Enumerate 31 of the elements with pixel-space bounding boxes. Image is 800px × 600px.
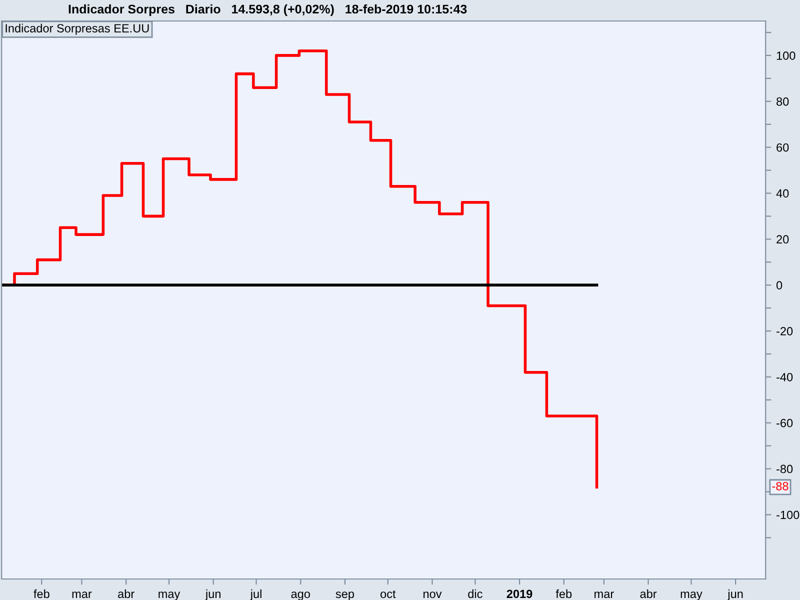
y-tick-label: 80 bbox=[776, 97, 789, 106]
y-tick-label: -20 bbox=[776, 327, 793, 336]
x-tick-label: ago bbox=[291, 592, 310, 600]
y-tick-label: -60 bbox=[776, 418, 793, 428]
x-tick-label: mar bbox=[594, 592, 614, 598]
y-tick-label: 20 bbox=[776, 235, 789, 244]
x-tick-label: jun bbox=[727, 589, 743, 600]
x-tick-label: feb bbox=[34, 589, 50, 598]
x-tick-label: abr bbox=[640, 589, 657, 598]
x-tick-label: sep bbox=[336, 592, 354, 600]
x-tick-label: jun bbox=[205, 589, 220, 600]
x-tick-label: may bbox=[158, 592, 180, 600]
x-tick-label: may bbox=[680, 592, 702, 600]
y-tick-label: 40 bbox=[776, 189, 789, 198]
x-tick-label: feb bbox=[556, 589, 572, 598]
y-tick-label: -80 bbox=[776, 464, 793, 474]
x-tick-label: 2019 bbox=[506, 590, 532, 598]
x-tick-label: mar bbox=[72, 592, 92, 598]
y-tick-label: 100 bbox=[776, 51, 796, 60]
y-tick-label: 60 bbox=[776, 143, 789, 152]
y-tick-label: -40 bbox=[776, 372, 793, 382]
text: -88 bbox=[772, 482, 788, 490]
x-tick-label: jul bbox=[250, 589, 262, 600]
x-tick-label: oct bbox=[380, 590, 396, 598]
x-tick-label: nov bbox=[424, 592, 442, 598]
y-tick-label: -100 bbox=[776, 510, 800, 520]
x-tick-label: abr bbox=[118, 589, 134, 598]
y-tick-label: 0 bbox=[776, 281, 782, 290]
chart-subtitle: Indicador Sorpresas EE.UU bbox=[6, 24, 149, 35]
chart-title: Indicador Sorpres Diario 14.593,8 (+0,02%) 18-feb-2019 10:15:43 bbox=[68, 4, 467, 16]
x-tick-label: dic bbox=[468, 589, 482, 598]
